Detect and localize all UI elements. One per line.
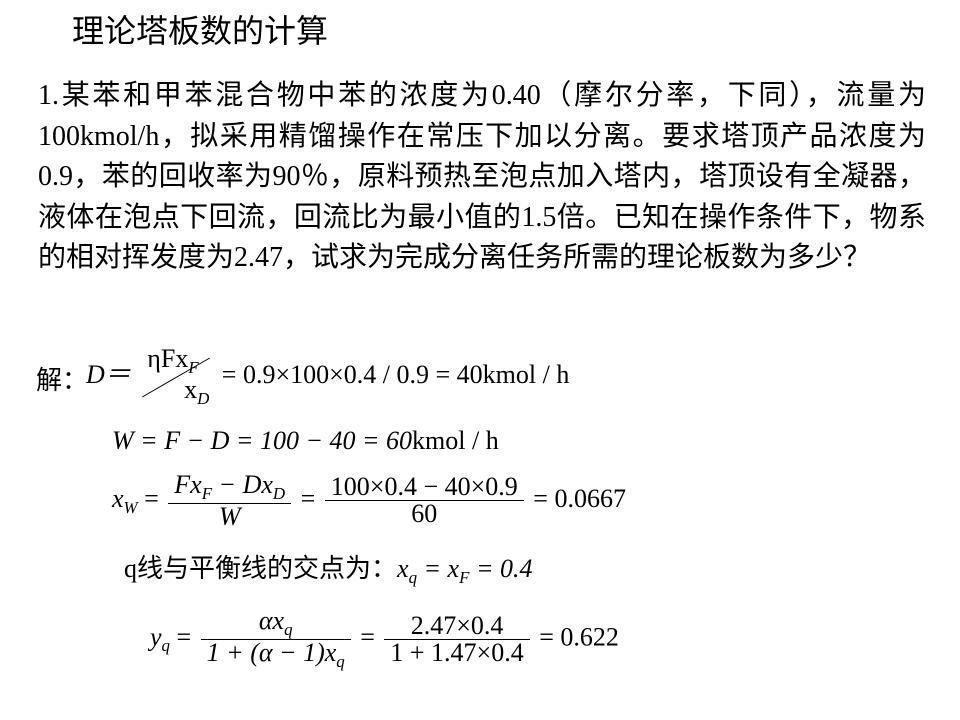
equation-q-label: q线与平衡线的交点为：xq = xF = 0.4	[124, 556, 532, 587]
eq5-result: 0.622	[560, 622, 619, 651]
equation-xW: xW = FxF − DxD W = 100×0.4 − 40×0.9 60 =…	[112, 472, 626, 530]
eq3-lhs-sub: W	[124, 498, 138, 517]
equation-D: D＝ ηFxF xD = 0.9×100×0.4 / 0.9 = 40kmol …	[86, 346, 569, 408]
eq5-num2: 2.47×0.4	[384, 613, 529, 640]
eq5-den2: 1 + 1.47×0.4	[384, 640, 529, 666]
eq1-num: ηFx	[147, 344, 188, 373]
eq3-den1: W	[168, 504, 291, 530]
eq2-expr: W = F − D = 100 − 40 = 60	[112, 426, 412, 455]
eq1-den: x	[184, 375, 197, 404]
slide-page: 理论塔板数的计算 1.某苯和甲苯混合物中苯的浓度为0.40（摩尔分率，下同），流…	[0, 0, 960, 720]
eq3-frac1: FxF − DxD W	[168, 472, 291, 530]
eq5-num1: αxq	[201, 608, 351, 640]
eq3-den2: 60	[325, 501, 524, 527]
eq4-label-text: q线与平衡线的交点为：	[124, 554, 397, 583]
equation-W: W = F − D = 100 − 40 = 60kmol / h	[112, 428, 499, 454]
problem-statement: 1.某苯和甲苯混合物中苯的浓度为0.40（摩尔分率，下同），流量为100kmol…	[38, 76, 926, 279]
eq3-frac2: 100×0.4 − 40×0.9 60	[325, 474, 524, 527]
eq5-lhs-sub: q	[162, 636, 170, 655]
eq1-split-fraction: ηFxF xD	[137, 346, 215, 408]
eq3-num1: FxF − DxD	[168, 472, 291, 504]
eq5-frac1: αxq 1 + (α − 1)xq	[201, 608, 351, 671]
page-title: 理论塔板数的计算	[72, 12, 328, 50]
eq1-rhs: = 0.9×100×0.4 / 0.9 = 40kmol / h	[222, 360, 570, 389]
equation-yq: yq = αxq 1 + (α − 1)xq = 2.47×0.4 1 + 1.…	[150, 608, 619, 671]
eq3-result: 0.0667	[554, 484, 626, 513]
eq5-frac2: 2.47×0.4 1 + 1.47×0.4	[384, 613, 529, 666]
eq1-lhs: D＝	[86, 360, 131, 389]
eq3-lhs-var: x	[112, 484, 124, 513]
eq5-den1: 1 + (α − 1)xq	[201, 640, 351, 671]
eq2-unit: kmol / h	[412, 426, 499, 455]
eq5-lhs-var: y	[150, 622, 162, 651]
eq3-num2: 100×0.4 − 40×0.9	[325, 474, 524, 501]
eq1-den-sub: D	[197, 389, 209, 408]
solution-label: 解：	[36, 360, 88, 397]
eq4-expr: xq = xF = 0.4	[397, 554, 532, 583]
